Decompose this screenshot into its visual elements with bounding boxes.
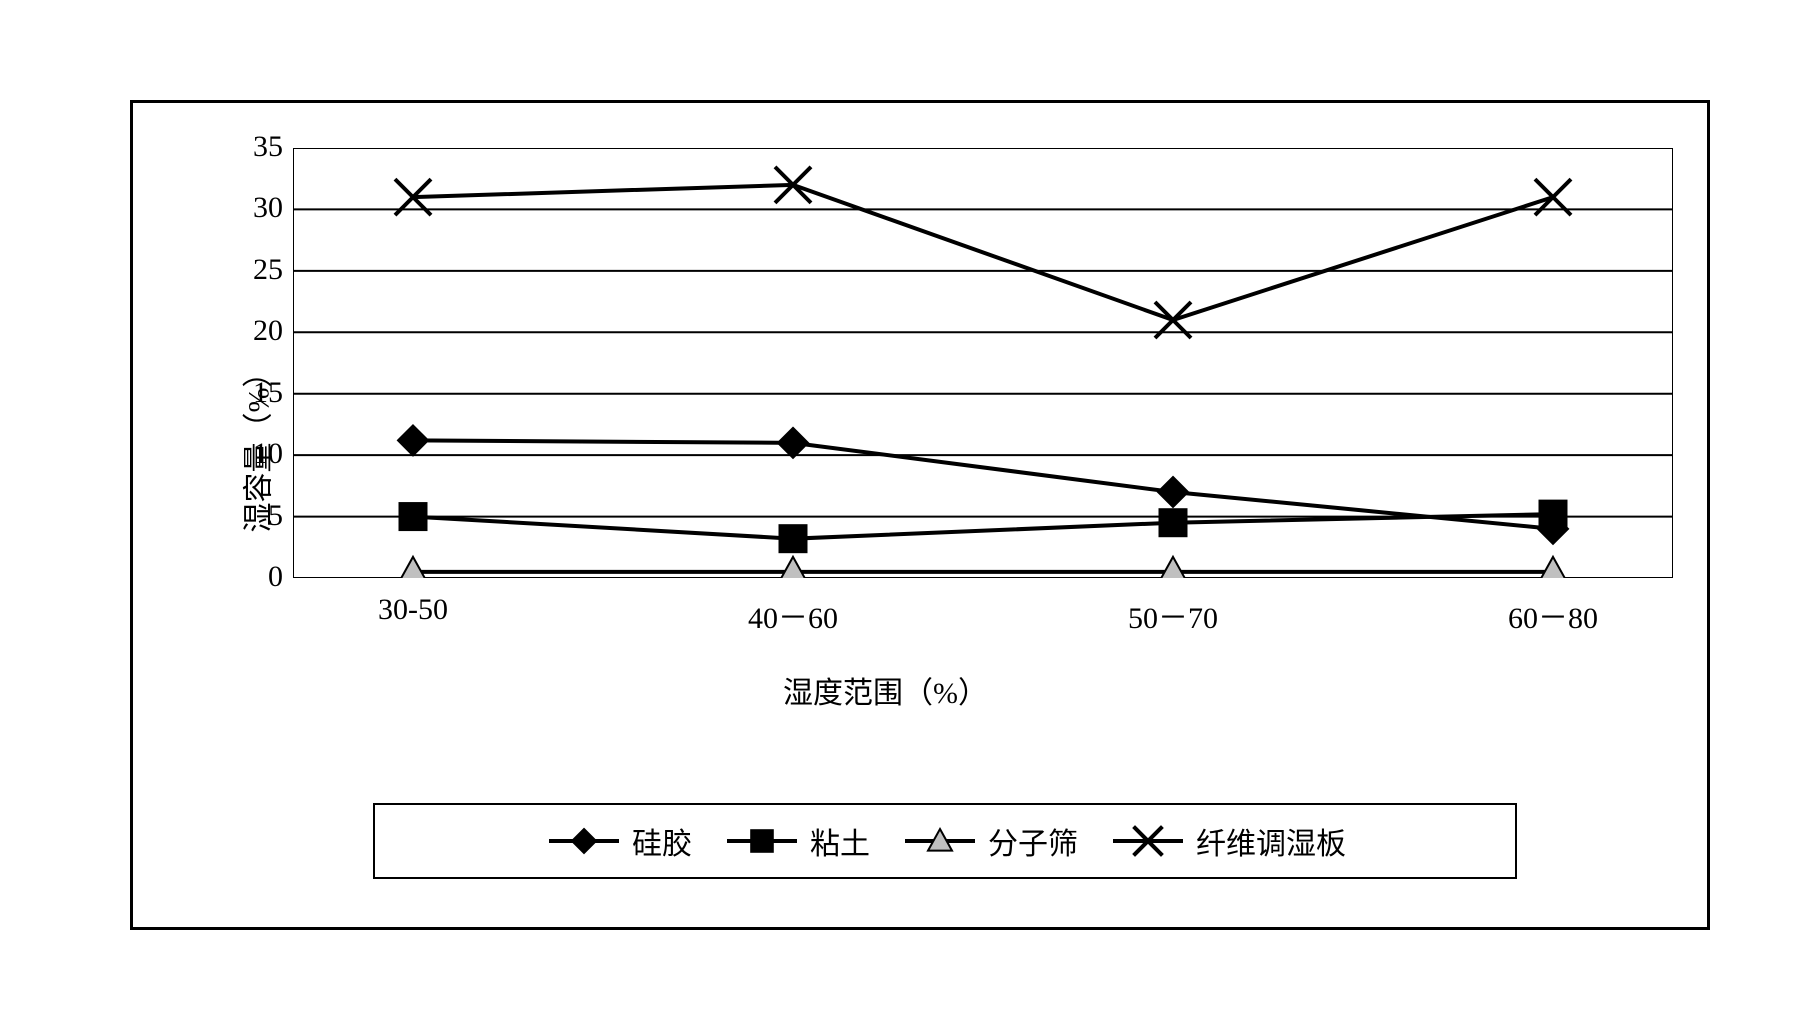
legend-item: 硅胶	[544, 819, 692, 863]
x-tick-label: 40－60	[748, 593, 838, 637]
chart-outer-frame: 湿容量（%） 05101520253035 30-5040－6050－7060－…	[130, 100, 1710, 930]
x-axis-label: 湿度范围（%）	[783, 668, 988, 712]
square-marker-icon	[722, 821, 802, 861]
legend-label: 粘土	[810, 819, 870, 863]
y-tick-label: 10	[223, 437, 283, 471]
y-tick-label: 15	[223, 376, 283, 410]
legend: 硅胶 粘土 分子筛 纤维调湿板	[373, 803, 1517, 879]
plot-area	[293, 148, 1673, 578]
legend-label: 分子筛	[988, 819, 1078, 863]
y-tick-label: 30	[223, 191, 283, 225]
y-tick-label: 20	[223, 314, 283, 348]
legend-label: 硅胶	[632, 819, 692, 863]
y-tick-label: 35	[223, 130, 283, 164]
x-tick-label: 30-50	[378, 593, 448, 627]
y-tick-label: 5	[223, 499, 283, 533]
x-tick-label: 50－70	[1128, 593, 1218, 637]
legend-item: 粘土	[722, 819, 870, 863]
x-marker-icon	[1108, 821, 1188, 861]
legend-item: 分子筛	[900, 819, 1078, 863]
y-tick-label: 0	[223, 560, 283, 594]
legend-label: 纤维调湿板	[1196, 819, 1346, 863]
y-tick-label: 25	[223, 253, 283, 287]
triangle-marker-icon	[900, 821, 980, 861]
diamond-marker-icon	[544, 821, 624, 861]
legend-item: 纤维调湿板	[1108, 819, 1346, 863]
x-tick-label: 60－80	[1508, 593, 1598, 637]
